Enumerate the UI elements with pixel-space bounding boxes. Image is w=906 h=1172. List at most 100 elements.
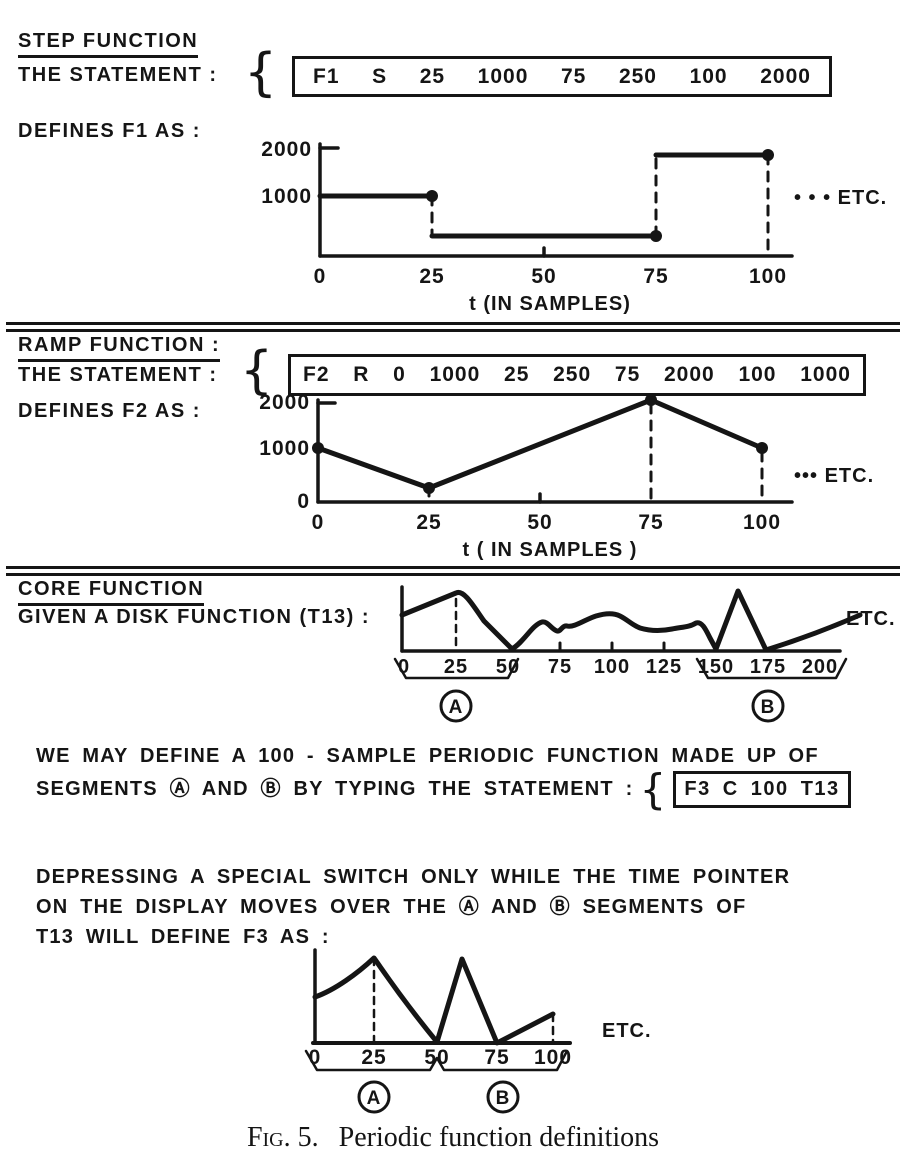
x-tick-label: 200: [802, 656, 838, 678]
step-statement-box: F1 S 25 1000 75 250 100 2000: [292, 56, 832, 97]
x-tick-label: 50: [527, 511, 552, 534]
core-statement-box: F3 C 100 T13: [673, 771, 851, 808]
ramp-statement-box: F2 R 0 1000 25 250 75 2000 100 1000: [288, 354, 866, 396]
statement-token: 0: [393, 363, 406, 386]
x-tick-label: 0: [314, 265, 327, 288]
x-tick-label: 100: [594, 656, 630, 678]
f3-plot: 0 25 50 75 100 A B ETC.: [304, 948, 652, 1114]
core-section-title: CORE FUNCTION: [18, 578, 205, 606]
y-tick-label: 2000: [259, 391, 310, 414]
etc-label: • • • ETC.: [794, 187, 887, 209]
x-tick-label: 0: [312, 511, 325, 534]
statement-token: F1: [313, 64, 340, 88]
define-paragraph: WE MAY DEFINE A 100 - SAMPLE PERIODIC FU…: [36, 742, 851, 814]
step-plot: 2000 1000 0 25 50 75 100 t (IN SAMPLES) …: [261, 138, 887, 315]
x-tick-label: 25: [361, 1046, 386, 1069]
x-tick-label: 0: [398, 656, 410, 678]
segment-braces: [304, 1049, 569, 1072]
figure-caption-label: Fig. 5.: [246, 1122, 319, 1153]
figure-caption-text: Periodic function definitions: [338, 1122, 660, 1153]
etc-label: ETC.: [602, 1020, 652, 1042]
statement-token: 250: [553, 363, 592, 386]
paragraph-line: DEPRESSING A SPECIAL SWITCH ONLY WHILE T…: [36, 866, 791, 888]
x-tick-label: 75: [548, 656, 572, 678]
data-point-dot: [650, 230, 662, 242]
step-defines-label: DEFINES F1 AS :: [18, 120, 201, 142]
figure-caption: Fig. 5. Periodic function definitions: [0, 1122, 906, 1154]
data-point-dot: [312, 442, 324, 454]
statement-token: F2: [303, 363, 330, 386]
ramp-statement-brace: {: [240, 341, 274, 401]
etc-label: ETC.: [846, 608, 896, 630]
section-divider: [6, 322, 900, 332]
x-tick-label: 125: [646, 656, 682, 678]
step-statement-brace: {: [244, 43, 278, 103]
statement-token: 75: [560, 64, 587, 88]
switch-paragraph: DEPRESSING A SPECIAL SWITCH ONLY WHILE T…: [36, 862, 790, 952]
x-tick-label: 50: [531, 265, 556, 288]
x-tick-label: 100: [743, 511, 781, 534]
x-tick-label: 25: [444, 656, 468, 678]
ramp-defines-label: DEFINES F2 AS :: [18, 400, 201, 422]
ramp-statement-label: THE STATEMENT :: [18, 364, 218, 386]
x-tick-label: 75: [484, 1046, 509, 1069]
segment-b-brace: [695, 657, 848, 680]
data-point-dot: [756, 442, 768, 454]
x-tick-label: 100: [749, 265, 787, 288]
y-tick-label: 2000: [261, 138, 312, 161]
etc-label: ••• ETC.: [794, 465, 874, 487]
y-tick-label: 1000: [259, 437, 310, 460]
x-tick-label: 75: [643, 265, 668, 288]
paragraph-line: SEGMENTS Ⓐ AND Ⓑ BY TYPING THE STATEMENT…: [36, 778, 634, 800]
x-axis-label: t ( IN SAMPLES ): [463, 539, 638, 561]
statement-token: 75: [614, 363, 641, 386]
segment-b-marker: [486, 1080, 520, 1114]
data-point-dot: [423, 482, 435, 494]
paragraph-line: ON THE DISPLAY MOVES OVER THE Ⓐ AND Ⓑ SE…: [36, 896, 747, 918]
x-tick-label: 25: [416, 511, 441, 534]
segment-a-marker: [357, 1080, 391, 1114]
x-axis-ticks: [558, 641, 666, 653]
x-tick-label: 175: [750, 656, 786, 678]
statement-token: 25: [504, 363, 530, 386]
statement-token: 100: [689, 64, 728, 88]
segment-b-letter: B: [496, 1088, 511, 1109]
segment-a-letter: A: [449, 697, 464, 718]
disk-function-plot: 0 25 50 75 100 125 150 175 200 A B ETC.: [393, 585, 896, 723]
statement-token: S: [372, 64, 388, 88]
disk-function-curve: [399, 588, 863, 653]
x-tick-label: 150: [698, 656, 734, 678]
x-tick-label: 0: [309, 1046, 322, 1069]
ramp-curve: [315, 397, 765, 491]
paragraph-line: T13 WILL DEFINE F3 AS :: [36, 926, 330, 948]
statement-token: 1000: [800, 363, 851, 386]
core-given-label: GIVEN A DISK FUNCTION (T13) :: [18, 606, 371, 628]
statement-token: 25: [419, 64, 446, 88]
segment-a-brace: [393, 657, 520, 680]
x-tick-label: 100: [534, 1046, 572, 1069]
ramp-section-title: RAMP FUNCTION :: [18, 334, 221, 362]
statement-token: 250: [618, 64, 657, 88]
statement-token: 1000: [429, 363, 481, 386]
segment-a-marker: [439, 689, 473, 723]
statement-token: 2000: [664, 363, 715, 386]
segment-a-letter: A: [367, 1088, 382, 1109]
statement-brace: {: [639, 764, 668, 814]
step-statement-label: THE STATEMENT :: [18, 64, 218, 86]
data-point-dot: [762, 149, 774, 161]
x-tick-label: 50: [496, 656, 520, 678]
x-tick-label: 25: [419, 265, 444, 288]
x-tick-label: 75: [638, 511, 663, 534]
f3-curve: [312, 955, 556, 1046]
statement-token: 2000: [760, 64, 811, 88]
section-divider: [6, 566, 900, 576]
statement-token: R: [353, 363, 370, 386]
paragraph-line: WE MAY DEFINE A 100 - SAMPLE PERIODIC FU…: [36, 745, 819, 767]
statement-token: 1000: [477, 64, 529, 88]
y-tick-label: 0: [297, 490, 310, 513]
x-axis-label: t (IN SAMPLES): [469, 293, 631, 315]
step-section-title: STEP FUNCTION: [18, 30, 199, 58]
data-point-dot: [426, 190, 438, 202]
segment-b-marker: [751, 689, 785, 723]
